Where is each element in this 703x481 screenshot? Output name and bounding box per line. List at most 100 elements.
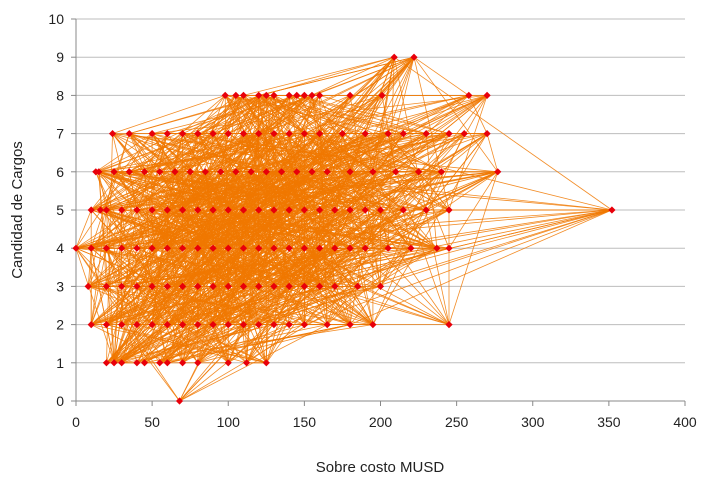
x-tick-label: 300 [521, 414, 545, 430]
data-point-104 [140, 168, 149, 176]
connector-line [319, 133, 351, 173]
connector-line [212, 133, 275, 249]
data-point-50 [316, 282, 324, 290]
connector-line [151, 286, 214, 325]
data-point-42 [194, 282, 202, 290]
connector-line [319, 286, 374, 325]
connector-line [98, 171, 115, 363]
connector-line [281, 133, 305, 173]
x-tick-label: 250 [445, 414, 469, 430]
data-point-70 [331, 244, 339, 252]
data-point-158 [465, 91, 473, 99]
x-tick-label: 150 [293, 414, 317, 430]
y-tick-label: 0 [56, 393, 64, 409]
data-point-35 [84, 282, 92, 290]
connector-line [319, 209, 613, 287]
data-point-38 [133, 282, 141, 290]
data-point-2 [96, 206, 104, 214]
connector-line [304, 286, 374, 325]
connector-line [179, 209, 275, 402]
connector-line [197, 247, 389, 364]
connector-line [95, 133, 389, 173]
connector-line [243, 209, 613, 325]
data-point-99 [445, 206, 453, 214]
connector-line [235, 56, 415, 173]
data-point-97 [399, 206, 407, 214]
connector-line [159, 171, 305, 211]
data-point-117 [346, 168, 354, 176]
data-point-67 [285, 244, 293, 252]
connector-line [136, 209, 351, 249]
connector-line [90, 133, 153, 211]
data-point-71 [346, 244, 354, 252]
connector-line [212, 286, 275, 325]
data-point-102 [110, 168, 118, 176]
data-point-75 [433, 244, 441, 252]
data-point-10 [163, 359, 171, 367]
data-point-138 [361, 130, 369, 138]
data-point-7 [133, 359, 141, 367]
connector-line [121, 247, 305, 364]
y-tick-label: 9 [56, 49, 64, 65]
connector-line [182, 133, 275, 325]
data-point-86 [224, 206, 232, 214]
connector-line [258, 209, 613, 325]
data-point-103 [125, 168, 133, 176]
data-point-48 [285, 282, 293, 290]
connector-line [91, 209, 381, 325]
connector-line [121, 95, 244, 287]
data-point-118 [369, 168, 377, 176]
data-point-77 [87, 206, 95, 214]
connector-line [425, 133, 488, 211]
connector-line [265, 286, 290, 363]
data-point-78 [102, 206, 111, 214]
connector-line [100, 171, 282, 211]
connector-line [220, 133, 488, 173]
data-point-31 [323, 321, 331, 329]
data-point-29 [285, 321, 293, 329]
data-point-19 [133, 321, 141, 329]
data-point-89 [270, 206, 278, 214]
data-point-139 [384, 130, 392, 138]
y-tick-label: 5 [56, 202, 64, 218]
data-point-59 [163, 244, 171, 252]
data-point-146 [232, 91, 240, 99]
connector-line [243, 56, 395, 96]
y-tick-label: 6 [56, 164, 64, 180]
data-point-24 [209, 321, 217, 329]
data-point-22 [178, 321, 187, 329]
data-point-20 [148, 321, 156, 329]
connector-line [75, 133, 153, 249]
connector-line [90, 133, 168, 325]
connector-line [167, 133, 488, 325]
connector-line [90, 209, 107, 325]
connector-line [288, 133, 328, 325]
data-point-8 [140, 359, 149, 367]
data-point-40 [163, 282, 171, 290]
data-point-83 [178, 206, 187, 214]
data-point-119 [392, 168, 400, 176]
data-point-147 [239, 91, 248, 99]
data-point-115 [308, 168, 316, 176]
data-point-111 [247, 168, 255, 176]
connector-line [212, 56, 415, 249]
data-point-23 [194, 321, 202, 329]
connector-line [159, 133, 259, 173]
data-point-32 [346, 321, 354, 329]
y-tick-label: 10 [48, 11, 64, 27]
data-point-140 [399, 130, 407, 138]
data-point-15 [262, 359, 270, 367]
data-point-161 [410, 53, 418, 61]
connector-line [112, 133, 275, 325]
data-point-132 [255, 130, 263, 138]
data-point-96 [376, 206, 385, 214]
connector-line [91, 171, 191, 211]
y-tick-label: 3 [56, 278, 64, 294]
data-point-94 [346, 206, 354, 214]
data-point-133 [270, 130, 278, 138]
connector-line [448, 95, 488, 211]
connector-line [88, 209, 450, 287]
connector-line [243, 248, 247, 363]
connector-line [288, 95, 404, 134]
data-point-3 [175, 397, 184, 405]
